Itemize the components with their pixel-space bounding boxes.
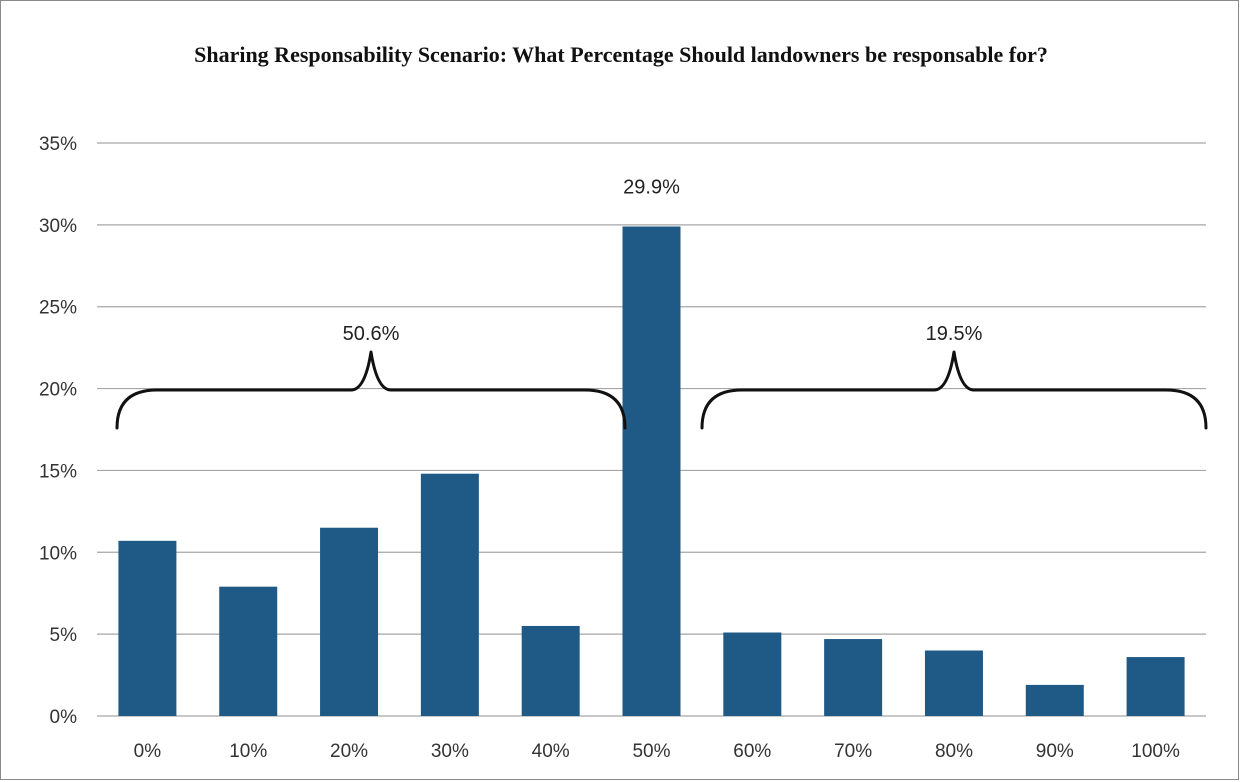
brace-path [115, 350, 627, 430]
brace-label: 19.5% [926, 323, 983, 345]
bar [622, 226, 681, 716]
x-axis-tick-labels: 0% 10% 20% 30% 40% 50% 60% 70% 80% 90% 100% [134, 741, 1180, 762]
y-axis-tick-labels: 0% 5% 10% 15% 20% 25% 30% 35% [39, 134, 77, 728]
bar [219, 586, 278, 716]
x-tick-label: 70% [834, 741, 872, 762]
bar [723, 632, 782, 716]
x-tick-label: 80% [935, 741, 973, 762]
x-tick-label: 50% [632, 741, 670, 762]
x-tick-label: 0% [134, 741, 162, 762]
y-tick-label: 25% [39, 298, 77, 319]
x-tick-label: 10% [229, 741, 267, 762]
y-tick-label: 5% [50, 625, 78, 646]
bar [1126, 657, 1185, 716]
x-tick-label: 100% [1131, 741, 1180, 762]
x-tick-label: 30% [431, 741, 469, 762]
y-tick-label: 0% [50, 707, 78, 728]
y-tick-label: 20% [39, 380, 77, 401]
x-tick-label: 20% [330, 741, 368, 762]
brace-label: 50.6% [343, 323, 400, 345]
data-label: 29.9% [623, 176, 680, 198]
y-tick-label: 30% [39, 216, 77, 237]
y-tick-label: 35% [39, 134, 77, 155]
bar [118, 540, 177, 716]
brace-annotations: 50.6% 19.5% [115, 323, 1208, 430]
data-labels: 29.9% [623, 176, 680, 198]
bars [118, 226, 1185, 716]
y-tick-label: 10% [39, 543, 77, 564]
y-tick-label: 15% [39, 461, 77, 482]
bar [1025, 684, 1084, 716]
bar [824, 639, 883, 716]
bar [924, 650, 983, 716]
bar [521, 625, 580, 716]
bar [320, 527, 379, 716]
x-tick-label: 40% [532, 741, 570, 762]
x-tick-label: 90% [1036, 741, 1074, 762]
x-tick-label: 60% [733, 741, 771, 762]
bar [420, 473, 479, 716]
brace-path [700, 350, 1208, 430]
chart-title: Sharing Responsability Scenario: What Pe… [194, 42, 1048, 67]
